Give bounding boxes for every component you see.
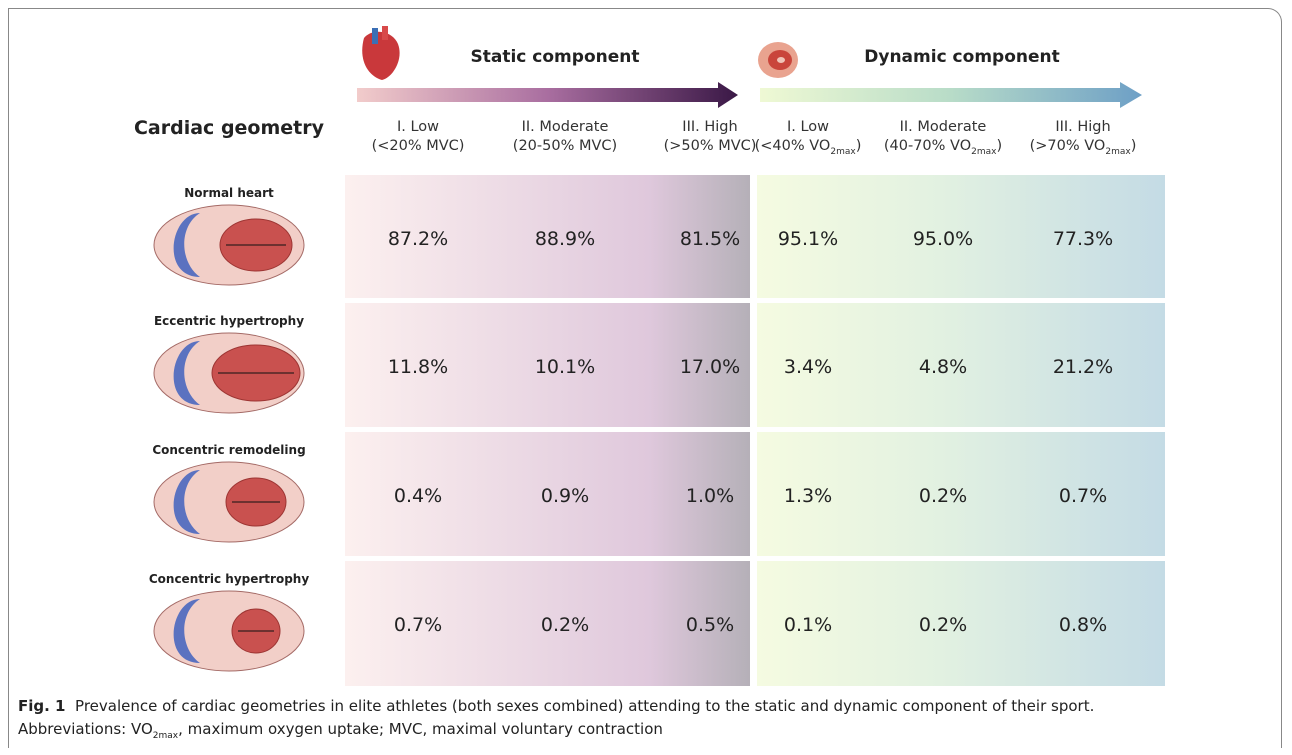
- text-part: (20-50% MVC): [512, 138, 618, 154]
- cross-section-icon: [758, 42, 798, 78]
- column-title: II. Moderate: [521, 119, 609, 135]
- heart-rv: [173, 470, 200, 534]
- column-header: III. High (>50% MVC): [664, 118, 757, 156]
- cell-value: 0.5%: [685, 614, 735, 636]
- dynamic-title: Dynamic component: [864, 47, 1060, 67]
- cell-value: 81.5%: [679, 228, 741, 250]
- cell-value: 11.8%: [387, 356, 449, 378]
- text-part: ): [855, 138, 862, 154]
- row-label: Concentric hypertrophy: [148, 572, 310, 586]
- column-title: I. Low: [396, 119, 440, 135]
- heart-rv: [173, 341, 200, 405]
- row-label: Eccentric hypertrophy: [153, 314, 305, 328]
- caption-label: Fig. 1: [18, 697, 66, 715]
- cell-value: 3.4%: [783, 356, 833, 378]
- cell-value: 95.0%: [912, 228, 974, 250]
- row-label: Concentric remodeling: [152, 443, 306, 457]
- cell-value: 95.1%: [777, 228, 839, 250]
- dynamic-arrow: [760, 82, 1142, 108]
- caption-text: Prevalence of cardiac geometries in elit…: [75, 697, 1095, 715]
- cell-value: 0.1%: [783, 614, 833, 636]
- column-range: (20-50% MVC): [513, 137, 617, 156]
- column-header: II. Moderate (20-50% MVC): [513, 118, 617, 156]
- heart-rv: [173, 599, 200, 663]
- caption-line: Fig. 1 Prevalence of cardiac geometries …: [18, 697, 1094, 715]
- column-title: III. High: [1055, 119, 1111, 135]
- text-part: , maximum oxygen uptake; MVC, maximal vo…: [178, 720, 663, 738]
- static-title: Static component: [470, 47, 640, 67]
- cell-value: 4.8%: [918, 356, 968, 378]
- subscript: 2max: [971, 146, 997, 157]
- text-part: (<40% VO: [754, 138, 831, 154]
- cell-value: 0.2%: [540, 614, 590, 636]
- text-part: (>50% MVC): [663, 138, 757, 154]
- text-part: Abbreviations: VO: [18, 720, 153, 738]
- column-header: I. Low (<20% MVC): [372, 118, 465, 156]
- cell-value: 0.2%: [918, 485, 968, 507]
- caption-abbreviations: Abbreviations: VO2max, maximum oxygen up…: [18, 720, 663, 741]
- column-range: (<40% VO2max): [755, 137, 862, 162]
- column-header: III. High (>70% VO2max): [1030, 118, 1137, 162]
- column-title: II. Moderate: [899, 119, 987, 135]
- cell-value: 21.2%: [1052, 356, 1114, 378]
- cell-value: 17.0%: [679, 356, 741, 378]
- cell-value: 88.9%: [534, 228, 596, 250]
- static-arrow: [357, 82, 738, 108]
- column-range: (<20% MVC): [372, 137, 465, 156]
- subscript: 2max: [1105, 146, 1131, 157]
- text-part: (>70% VO: [1029, 138, 1106, 154]
- cell-value: 1.0%: [685, 485, 735, 507]
- column-range: (>70% VO2max): [1030, 137, 1137, 162]
- text-part: (40-70% VO: [883, 138, 972, 154]
- cell-value: 10.1%: [534, 356, 596, 378]
- subscript: 2max: [152, 731, 179, 741]
- column-title: III. High: [682, 119, 738, 135]
- column-title: I. Low: [786, 119, 830, 135]
- subscript: 2max: [830, 146, 856, 157]
- row-separators: [345, 298, 1165, 561]
- text-part: ): [1130, 138, 1137, 154]
- column-range: (40-70% VO2max): [884, 137, 1002, 162]
- heart-rv: [173, 213, 200, 277]
- cell-value: 0.7%: [1058, 485, 1108, 507]
- text-part: ): [996, 138, 1003, 154]
- row-label-title: Cardiac geometry: [133, 117, 325, 139]
- cell-value: 0.7%: [393, 614, 443, 636]
- cell-value: 0.4%: [393, 485, 443, 507]
- column-header: I. Low (<40% VO2max): [755, 118, 862, 162]
- figure-graphics: [153, 26, 1165, 686]
- heart-icon: [362, 26, 400, 80]
- figure-frame: [8, 8, 1282, 748]
- row-label: Normal heart: [184, 186, 274, 200]
- cell-value: 0.8%: [1058, 614, 1108, 636]
- cell-value: 87.2%: [387, 228, 449, 250]
- cell-value: 0.2%: [918, 614, 968, 636]
- cell-value: 0.9%: [540, 485, 590, 507]
- cell-value: 1.3%: [783, 485, 833, 507]
- column-range: (>50% MVC): [664, 137, 757, 156]
- column-header: II. Moderate (40-70% VO2max): [884, 118, 1002, 162]
- cell-value: 77.3%: [1052, 228, 1114, 250]
- text-part: (<20% MVC): [371, 138, 465, 154]
